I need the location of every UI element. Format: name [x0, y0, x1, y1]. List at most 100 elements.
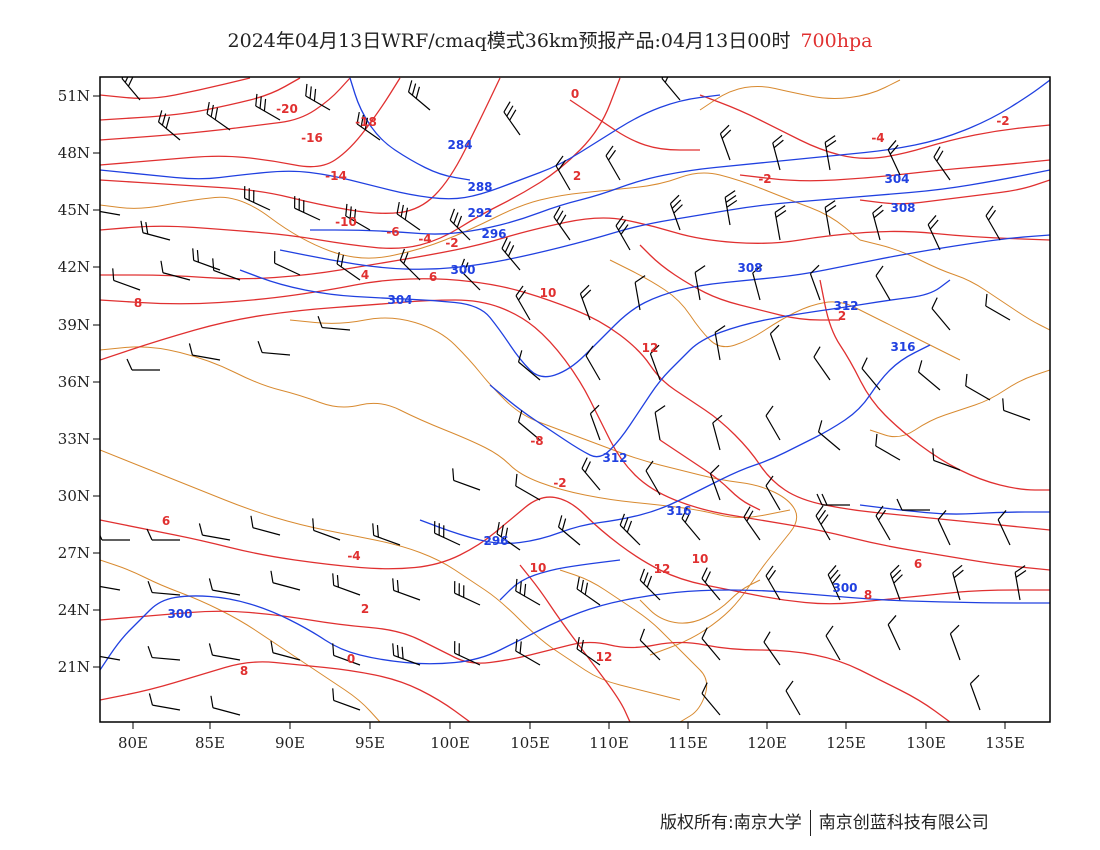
wind-barb	[872, 204, 884, 241]
height-isoline	[100, 589, 1050, 671]
height-isoline	[349, 77, 471, 181]
temperature-label: 10	[692, 552, 709, 566]
temperature-label: -2	[996, 114, 1009, 128]
boundary-line	[100, 172, 861, 259]
lon-tick-label: 80E	[118, 734, 148, 752]
wind-barb	[270, 570, 301, 591]
lon-tick-label: 115E	[668, 734, 708, 752]
temperature-isoline	[100, 77, 301, 121]
height-label: 304	[884, 172, 909, 186]
wind-barb	[772, 134, 784, 171]
wind-barb	[399, 248, 421, 281]
wind-barb	[681, 507, 701, 541]
wind-barb	[407, 80, 431, 111]
wind-barb	[769, 324, 781, 361]
wind-barb	[816, 493, 850, 506]
wind-barb	[714, 325, 726, 361]
height-label: 316	[890, 340, 915, 354]
height-label: 308	[737, 261, 762, 275]
wind-barb	[824, 200, 837, 236]
wind-barb	[619, 513, 641, 546]
temperature-isoline	[100, 661, 471, 722]
temperature-isoline	[639, 244, 840, 321]
boundary-line	[859, 239, 1050, 331]
wind-barb	[985, 205, 1001, 241]
wind-barb	[255, 93, 281, 121]
temperature-contours	[100, 77, 1050, 722]
temperature-isoline	[100, 77, 621, 249]
wind-barb	[875, 433, 901, 461]
wind-barb	[257, 340, 291, 356]
wind-barb	[931, 297, 951, 331]
temperature-isoline	[100, 496, 1050, 605]
wind-barb	[147, 580, 181, 596]
wind-barb	[824, 135, 837, 171]
lon-tick-label: 90E	[275, 734, 305, 752]
temperature-label: -8	[530, 434, 543, 448]
wind-barb	[332, 573, 361, 596]
country-boundaries	[100, 79, 1050, 722]
temperature-label: 2	[838, 309, 846, 323]
temperature-label: -10	[335, 215, 357, 229]
wind-barb	[555, 155, 571, 191]
wind-barb	[515, 285, 531, 321]
temperature-label: 2	[361, 602, 369, 616]
wind-barb	[752, 264, 763, 301]
wind-barb	[887, 140, 901, 176]
wind-barb	[515, 578, 541, 606]
lat-tick-label: 27N	[58, 544, 90, 562]
wind-barb	[809, 264, 821, 301]
temperature-isoline	[100, 217, 1050, 280]
wind-barb	[459, 258, 481, 291]
height-isoline	[100, 94, 721, 200]
boundary-line	[559, 569, 708, 722]
wind-barb	[661, 77, 681, 101]
wind-barb	[825, 625, 841, 661]
wind-barb	[126, 358, 160, 371]
wind-barb	[927, 215, 941, 251]
wind-barb	[639, 568, 661, 601]
lon-tick-label: 95E	[355, 734, 385, 752]
wind-barb	[743, 506, 761, 541]
temperature-isoline	[100, 77, 501, 214]
wind-barb	[392, 578, 421, 601]
height-label: 284	[447, 138, 472, 152]
temperature-label: 8	[134, 296, 142, 310]
wind-barb	[701, 682, 721, 716]
copyright-company: 南京创蓝科技有限公司	[818, 813, 989, 833]
wind-barb	[861, 357, 881, 391]
temperature-isoline	[100, 278, 1050, 531]
height-label: 316	[666, 504, 691, 518]
height-isoline	[489, 279, 951, 458]
wind-barb	[396, 201, 421, 231]
wind-barb	[206, 101, 231, 131]
wind-barb	[774, 205, 787, 241]
temperature-isoline	[819, 279, 1050, 491]
temperature-labels: -20-16-18-14-10-6 -4 -2024 681012-2-8-42086…	[134, 87, 1010, 678]
geopotential-contours	[100, 77, 1050, 671]
height-label: 312	[833, 299, 858, 313]
temperature-isoline	[739, 159, 1050, 182]
height-isoline	[309, 79, 1050, 235]
temperature-label: -2	[445, 236, 458, 250]
height-isoline	[239, 234, 1050, 378]
temperature-label: 0	[347, 652, 355, 666]
temperature-label: -6	[386, 225, 399, 239]
temperature-label: 12	[654, 562, 671, 576]
wind-barb	[294, 196, 321, 221]
wind-barb	[372, 523, 401, 546]
wind-barb	[515, 473, 541, 501]
lat-tick-label: 42N	[58, 258, 90, 276]
lat-tick-label: 36N	[58, 373, 90, 391]
map-frame	[99, 76, 1051, 723]
lat-tick-label: 33N	[58, 430, 90, 448]
height-isoline	[279, 169, 1050, 270]
wind-barb	[517, 350, 541, 381]
wind-barb	[212, 258, 241, 281]
lat-tick-label: 45N	[58, 201, 90, 219]
wind-barb	[887, 615, 901, 651]
wind-barb	[997, 510, 1011, 546]
wind-barb	[581, 457, 601, 491]
height-label: 288	[467, 180, 492, 194]
wind-barb	[813, 346, 831, 381]
